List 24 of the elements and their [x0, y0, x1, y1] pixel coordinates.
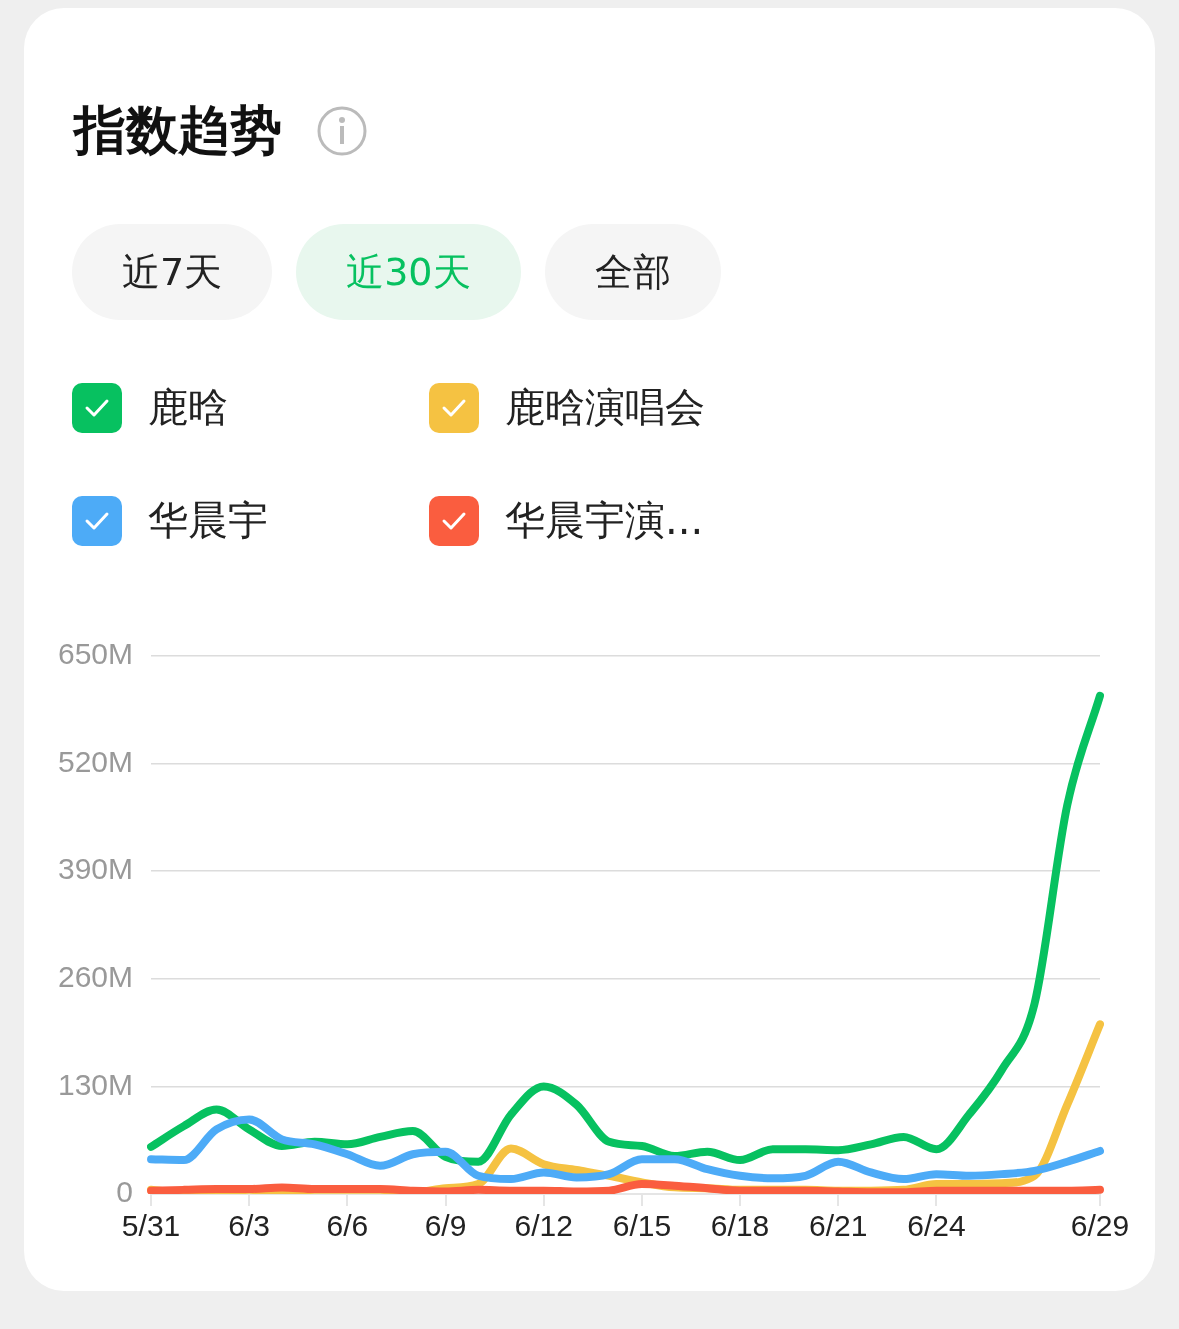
x-tick-label: 6/29: [1070, 1209, 1130, 1243]
x-tick-label: 6/12: [514, 1209, 573, 1243]
legend-label: 鹿晗: [148, 383, 228, 432]
y-tick-label: 0: [116, 1175, 134, 1209]
legend-label: 华晨宇: [148, 496, 268, 545]
text: 近30天: [296, 224, 521, 320]
chart-title: 指数趋势: [74, 99, 282, 162]
text: 近7天: [72, 224, 273, 320]
legend-label: 华晨宇演...: [505, 496, 704, 545]
x-tick-label: 6/21: [809, 1209, 868, 1243]
x-tick-label: 6/6: [326, 1209, 369, 1243]
y-tick-label: 260M: [58, 960, 134, 994]
x-tick-label: 6/18: [710, 1209, 770, 1243]
x-tick-label: 6/15: [612, 1209, 672, 1243]
y-tick-label: 520M: [58, 744, 134, 778]
y-tick-label: 650M: [58, 637, 134, 671]
x-tick-label: 6/24: [907, 1209, 966, 1243]
text: 全部: [544, 224, 721, 320]
x-tick-label: 6/9: [424, 1209, 467, 1243]
x-tick-label: 5/31: [121, 1209, 181, 1243]
y-tick-label: 130M: [58, 1067, 134, 1101]
legend-label: 鹿晗演唱会: [505, 383, 705, 432]
x-tick-label: 6/3: [228, 1209, 271, 1243]
y-tick-label: 390M: [58, 852, 134, 886]
